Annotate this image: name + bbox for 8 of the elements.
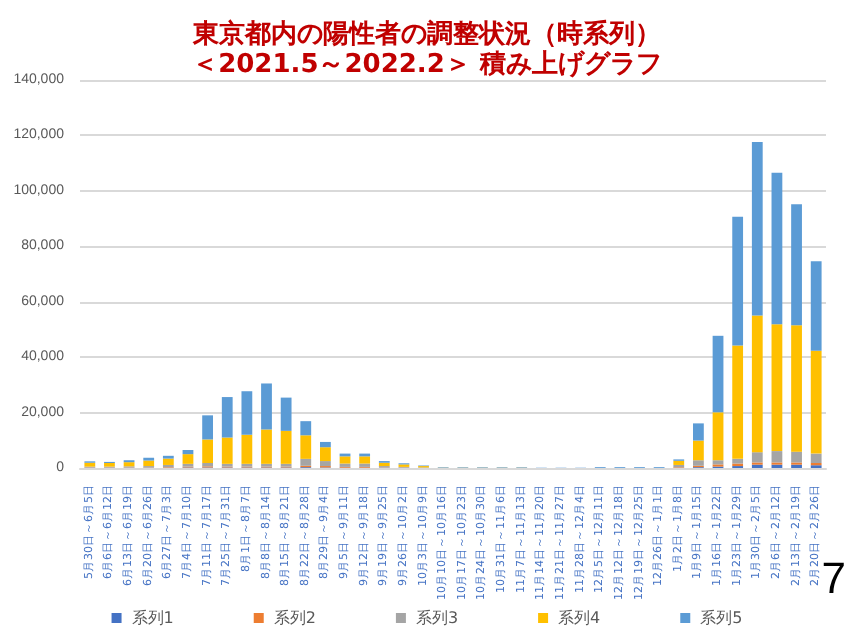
chart-subtitle: ＜2021.5～2022.2＞ 積み上げグラフ xyxy=(192,50,662,80)
legend-label: 系列1 xyxy=(131,609,174,627)
legend-label: 系列5 xyxy=(700,609,743,627)
text: 7 xyxy=(821,553,847,603)
chart-title: 東京都内の陽性者の調整状況（時系列） xyxy=(191,18,661,50)
legend-label: 系列3 xyxy=(415,609,459,627)
legend-label: 系列4 xyxy=(558,609,601,627)
legend-label: 系列2 xyxy=(273,609,316,627)
